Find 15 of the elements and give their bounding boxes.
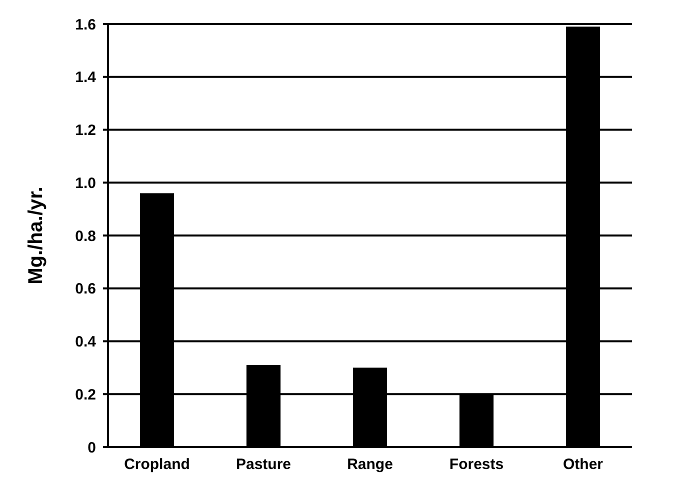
- y-tick-label: 0.6: [75, 280, 96, 298]
- x-tick-label: Pasture: [236, 456, 292, 473]
- y-axis-title: Mg./ha./yr.: [25, 186, 47, 284]
- y-tick-label: 0.8: [75, 228, 96, 245]
- y-tick-label: 0: [88, 439, 96, 456]
- x-tick-label: Cropland: [124, 456, 190, 473]
- x-tick-label: Other: [563, 456, 604, 473]
- y-tick-label: 0.2: [75, 386, 96, 404]
- y-tick-label: 1.6: [75, 16, 96, 34]
- x-tick-label: Range: [347, 456, 393, 473]
- y-tick-label: 1.0: [75, 174, 96, 192]
- y-tick-label: 1.4: [75, 69, 97, 86]
- y-tick-label: 1.2: [75, 122, 96, 139]
- x-tick-label: Forests: [449, 456, 504, 473]
- y-tick-label: 0.4: [75, 334, 97, 350]
